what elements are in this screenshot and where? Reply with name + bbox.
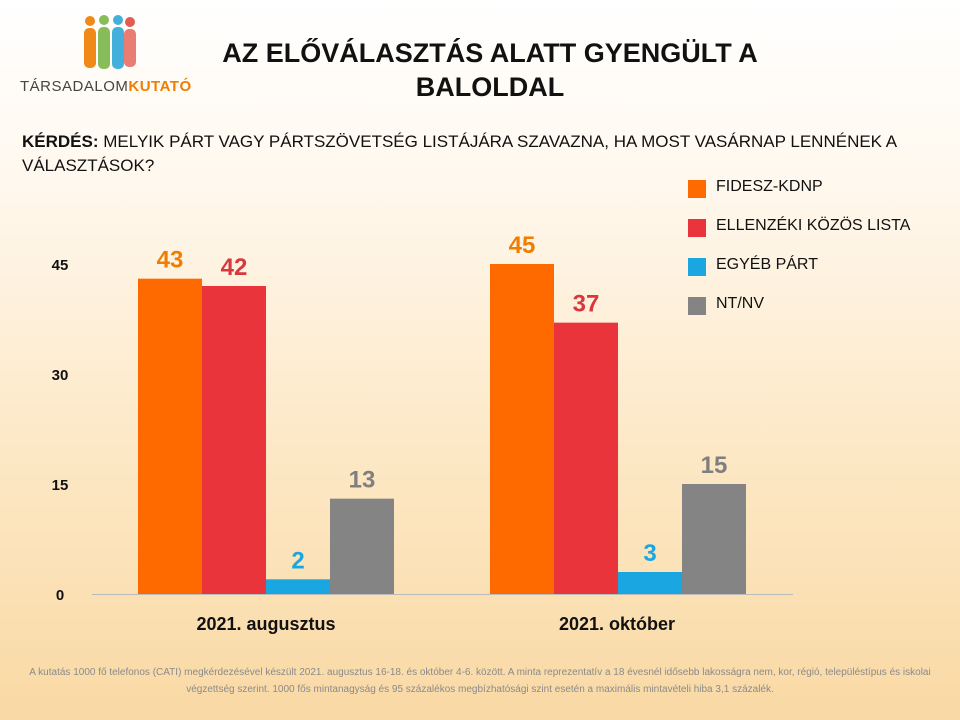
legend-swatch-ellenzek — [688, 219, 706, 237]
legend-swatch-egyeb — [688, 258, 706, 276]
bar — [266, 579, 330, 594]
bar — [138, 278, 202, 594]
data-label: 15 — [701, 452, 728, 479]
bar — [682, 484, 746, 594]
question-body: MELYIK PÁRT VAGY PÁRTSZÖVETSÉG LISTÁJÁRA… — [22, 132, 897, 175]
y-tick-label: 15 — [52, 477, 69, 494]
legend-label-ntnv: NT/NV — [716, 295, 764, 312]
bar — [554, 322, 618, 594]
bar — [618, 572, 682, 594]
legend-label-egyeb: EGYÉB PÁRT — [716, 256, 818, 273]
data-label: 43 — [157, 247, 184, 274]
question-prefix: KÉRDÉS: — [22, 132, 99, 151]
y-tick-label: 0 — [56, 587, 64, 604]
y-tick-label: 45 — [52, 257, 69, 274]
x-category-label: 2021. október — [559, 614, 675, 634]
data-label: 2 — [291, 547, 304, 574]
y-tick-label: 30 — [52, 367, 69, 384]
bar — [330, 498, 394, 594]
bar — [490, 264, 554, 594]
data-label: 37 — [573, 291, 600, 318]
people-logo-icon — [84, 15, 136, 69]
legend-swatch-fidesz — [688, 180, 706, 198]
footnote: A kutatás 1000 fő telefonos (CATI) megké… — [29, 667, 931, 695]
bar — [202, 286, 266, 594]
chart-title: AZ ELŐVÁLASZTÁS ALATT GYENGÜLT A BALOLDA… — [222, 38, 758, 102]
legend-label-ellenzek: ELLENZÉKI KÖZÖS LISTA — [716, 217, 911, 234]
data-label: 3 — [643, 540, 656, 567]
data-label: 45 — [509, 232, 536, 259]
logo-text: TÁRSADALOMKUTATÓ — [20, 78, 192, 95]
data-label: 42 — [221, 254, 248, 281]
question-text: KÉRDÉS: MELYIK PÁRT VAGY PÁRTSZÖVETSÉG L… — [22, 130, 922, 178]
x-category-label: 2021. augusztus — [196, 614, 335, 634]
data-label: 13 — [349, 467, 376, 494]
logo: TÁRSADALOMKUTATÓ — [20, 14, 195, 100]
legend-swatch-ntnv — [688, 297, 706, 315]
legend-label-fidesz: FIDESZ-KDNP — [716, 178, 823, 195]
